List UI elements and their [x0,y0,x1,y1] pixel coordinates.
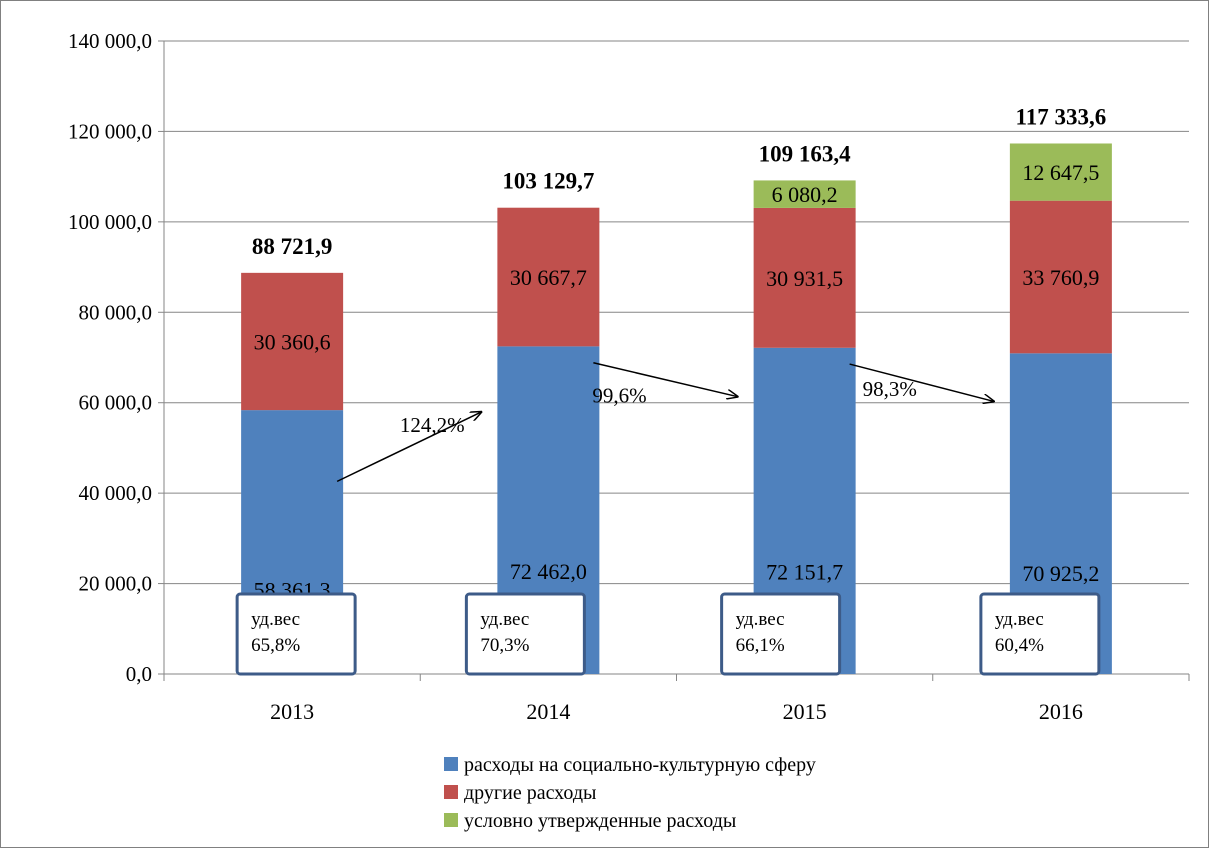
x-tick-label: 2014 [526,699,570,724]
bar-segment-2 [497,207,600,347]
growth-label: 124,2% [400,413,465,437]
share-box-caption: уд.вес [480,609,529,630]
y-tick-label: 100 000,0 [68,210,152,234]
bar-segment-2 [241,272,344,411]
y-tick-label: 120 000,0 [68,119,152,143]
x-tick-label: 2016 [1039,699,1083,724]
share-box-percent: 70,3% [480,635,529,656]
share-box-caption: уд.вес [251,609,300,630]
bar-value-label: 72 151,7 [766,559,843,584]
share-box [464,592,586,676]
bar-segment-3 [1009,143,1112,201]
y-tick-label: 80 000,0 [79,300,153,324]
share-box [979,592,1101,676]
x-tick-label: 2015 [783,699,827,724]
bar-total-label: 117 333,6 [1016,104,1107,129]
x-tick-label: 2013 [270,699,314,724]
bar-segment-2 [1009,200,1112,354]
growth-arrow [593,362,737,397]
bar-segment-3 [753,180,856,208]
share-box-caption: уд.вес [736,609,785,630]
share-box-percent: 60,4% [995,635,1044,656]
share-box-percent: 65,8% [251,635,300,656]
legend-label: расходы на социально-культурную сферу [464,754,816,776]
growth-arrow [336,412,481,483]
bar-total-label: 103 129,7 [502,169,594,194]
y-tick-label: 40 000,0 [79,481,153,505]
legend-swatch-1 [444,757,458,771]
bar-value-label: 70 925,2 [1022,561,1099,586]
bar-value-label: 30 931,5 [766,266,843,291]
bar-value-label: 72 462,0 [510,559,587,584]
legend-label: другие расходы [464,782,596,804]
legend-label: условно утвержденные расходы [464,810,736,832]
bar-value-label: 30 360,6 [254,329,331,354]
y-tick-label: 140 000,0 [68,29,152,53]
legend-swatch-3 [444,813,458,827]
share-box [720,592,842,676]
bar-total-label: 88 721,9 [252,234,333,259]
legend-swatch-2 [444,785,458,799]
share-box [235,592,357,676]
bar-total-label: 109 163,4 [759,141,852,166]
bar-value-label: 6 080,2 [772,182,838,207]
bar-segment-2 [753,207,856,348]
y-tick-label: 60 000,0 [79,391,153,415]
bar-value-label: 33 760,9 [1022,265,1099,290]
y-tick-label: 0,0 [126,662,152,686]
growth-label: 98,3% [863,377,917,401]
growth-arrow [849,363,994,401]
bar-value-label: 30 667,7 [510,265,587,290]
growth-label: 99,6% [592,384,646,408]
share-box-caption: уд.вес [995,609,1044,630]
share-box-percent: 66,1% [736,635,785,656]
y-tick-label: 20 000,0 [79,572,153,596]
bar-value-label: 12 647,5 [1022,160,1099,185]
